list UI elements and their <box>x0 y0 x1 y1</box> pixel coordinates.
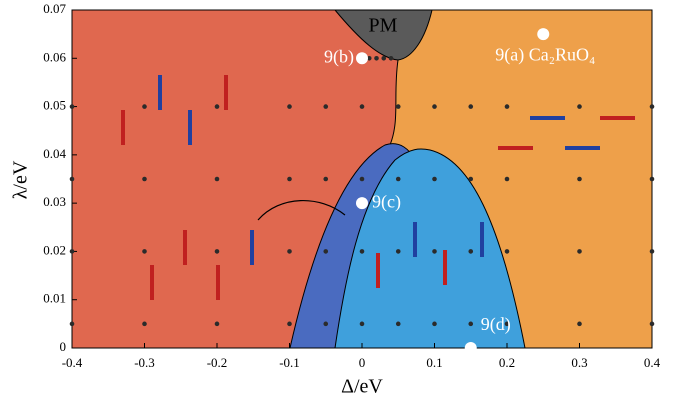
data-point <box>323 249 329 254</box>
data-point <box>649 321 655 327</box>
data-point <box>504 104 510 109</box>
data-point <box>142 249 147 254</box>
data-point <box>142 321 147 327</box>
data-point <box>142 176 147 182</box>
data-point <box>323 176 329 182</box>
data-point <box>287 249 292 254</box>
x-tick-label: 0.3 <box>571 355 587 370</box>
x-tick-label: 0.1 <box>426 355 442 370</box>
x-axis-label: Δ/eV <box>341 376 383 398</box>
data-point <box>388 55 394 61</box>
region-label: PM <box>369 15 398 37</box>
data-point <box>69 176 75 182</box>
annotation-point <box>464 342 477 354</box>
data-point <box>395 321 401 327</box>
data-point <box>366 55 372 61</box>
data-point <box>359 321 365 327</box>
data-point <box>214 104 220 109</box>
pm-region <box>333 9 433 61</box>
x-tick-label: -0.2 <box>207 355 228 370</box>
x-tick-label: -0.1 <box>279 355 300 370</box>
data-point <box>504 249 510 254</box>
y-tick-label: 0.01 <box>43 291 66 306</box>
data-point <box>504 176 510 182</box>
spin-icons <box>121 75 635 300</box>
data-point <box>468 321 474 327</box>
data-point <box>577 321 582 327</box>
y-tick-label: 0.06 <box>43 49 66 64</box>
arrow <box>257 199 346 221</box>
data-point <box>649 176 655 182</box>
data-point <box>468 249 474 254</box>
data-point <box>468 176 474 182</box>
data-point <box>504 321 510 327</box>
data-point <box>214 321 220 327</box>
y-tick-label: 0.04 <box>43 146 66 161</box>
data-point <box>142 104 147 109</box>
data-point <box>649 104 655 109</box>
data-point <box>323 104 329 109</box>
data-point <box>359 176 365 182</box>
x-tick-label: 0.2 <box>499 355 515 370</box>
data-point <box>359 104 365 109</box>
annotation-point <box>537 28 550 41</box>
y-tick-label: 0.07 <box>43 1 66 16</box>
data-point <box>395 249 401 254</box>
annotation-label: 9(c) <box>372 191 401 212</box>
data-point <box>359 249 365 254</box>
x-tick-label: -0.4 <box>62 355 83 370</box>
data-point <box>432 321 437 327</box>
data-point <box>649 249 655 254</box>
x-tick-label: -0.3 <box>134 355 155 370</box>
data-point <box>214 249 220 254</box>
annotation-label: 9(b) <box>324 46 354 67</box>
data-point <box>69 104 75 109</box>
y-tick-label: 0 <box>60 339 67 354</box>
data-point <box>577 104 582 109</box>
y-tick-label: 0.05 <box>43 98 66 113</box>
data-point <box>374 55 379 61</box>
data-point <box>395 176 401 182</box>
y-tick-label: 0.02 <box>43 242 66 257</box>
data-point <box>287 176 292 182</box>
data-point <box>432 104 437 109</box>
annotation-point <box>356 52 368 65</box>
annotation-label: 9(d) <box>481 314 511 335</box>
data-point <box>432 176 437 182</box>
annotation-label: 9(a) Ca₂RuO₄ <box>495 44 595 65</box>
x-tick-label: 0 <box>359 355 366 370</box>
data-point <box>395 104 401 109</box>
data-point <box>381 55 387 61</box>
data-point <box>287 321 292 327</box>
data-point <box>69 321 75 327</box>
annotation-point <box>356 197 368 210</box>
x-tick-label: 0.4 <box>644 355 661 370</box>
data-point <box>323 321 329 327</box>
data-point <box>287 104 292 109</box>
data-point <box>577 176 582 182</box>
data-point <box>69 249 75 254</box>
data-point <box>468 104 474 109</box>
y-tick-label: 0.03 <box>43 194 66 209</box>
light-blue-region <box>334 148 526 349</box>
data-point <box>577 249 582 254</box>
data-point <box>214 176 220 182</box>
data-point <box>432 249 437 254</box>
y-axis-label: λ/eV <box>10 160 32 199</box>
